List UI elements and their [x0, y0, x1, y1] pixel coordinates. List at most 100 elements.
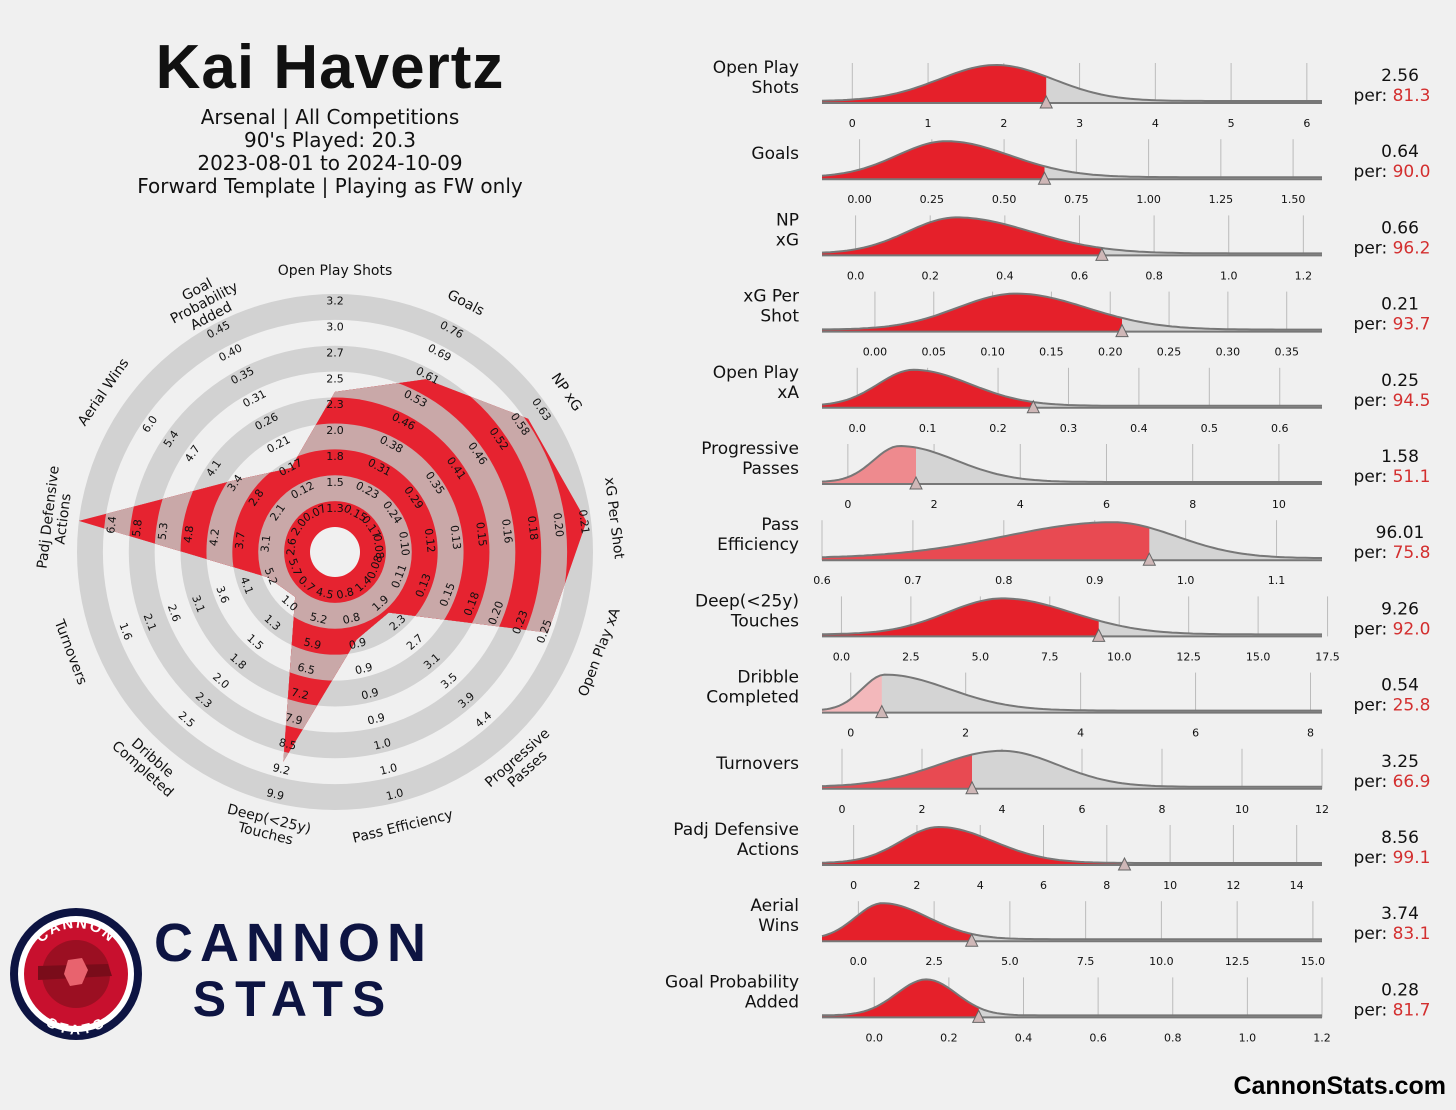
distribution-percentile: per: 94.5: [1354, 391, 1431, 411]
distribution-value: 3.74: [1381, 904, 1419, 924]
radar-tick-label: 2.3: [326, 398, 344, 411]
minutes-line: 90's Played: 20.3: [243, 128, 417, 152]
player-name: Kai Havertz: [155, 33, 505, 102]
percentile-prefix: per:: [1354, 848, 1393, 868]
distribution-metric-label-line: Pass: [761, 515, 799, 535]
percentile-prefix: per:: [1354, 772, 1393, 792]
radar-tick-label: 3.7: [233, 531, 248, 550]
radar-metric-label-line: Actions: [53, 493, 75, 546]
distribution-tick-label: 0: [847, 727, 854, 740]
distribution-tick-label: 2.5: [925, 955, 943, 968]
radar-metric-label: GoalProbabilityAdded: [161, 266, 248, 341]
percentile-value: 81.7: [1393, 1000, 1431, 1020]
distribution-tick-label: 8: [1189, 498, 1196, 511]
distribution-tick-label: 1.0: [1177, 574, 1195, 587]
radar-tick-label: 0.12: [422, 528, 438, 554]
distribution-value: 0.28: [1381, 980, 1419, 1000]
team-line: Arsenal | All Competitions: [200, 105, 460, 129]
distribution-row: 0.0 2.5 5.0 7.5 10.0 12.5 15.0 Aerial Wins 3.74pe…: [750, 896, 1430, 968]
distribution-tick-label: 12.5: [1176, 650, 1201, 663]
distribution-metric-label: Open Play Shots: [713, 58, 799, 98]
percentile-value: 92.0: [1393, 619, 1431, 639]
radar-tick-label: 2.6: [165, 603, 183, 624]
brand-line-2: STATS: [192, 971, 395, 1027]
distribution-metric-label-line: Touches: [730, 611, 799, 631]
radar-tick-label: 2.5: [326, 372, 344, 385]
distribution-value: 8.56: [1381, 828, 1419, 848]
distribution-tick-label: 12.5: [1225, 955, 1250, 968]
distribution-player-area: [822, 293, 1122, 332]
distribution-tick-label: 0: [844, 498, 851, 511]
radar-tick-label: 0.10: [396, 531, 412, 557]
radar-metric-label: xG Per Shot: [601, 476, 627, 560]
distribution-value: 9.26: [1381, 599, 1419, 619]
distribution-tick-label: 6: [1079, 803, 1086, 816]
distribution-curve: [821, 825, 1322, 864]
radar-tick-label: 3.1: [258, 534, 273, 553]
distribution-marker: [874, 704, 889, 719]
radar-tick-label: 7.2: [290, 686, 310, 703]
distribution-metric-label: Open Play xA: [713, 363, 800, 403]
distribution-tick-label: 10: [1235, 803, 1249, 816]
distribution-tick-label: 1.1: [1268, 574, 1286, 587]
distribution-metric-label: Goals: [751, 144, 799, 164]
distribution-tick-label: 2.5: [902, 650, 920, 663]
distribution-tick-label: 0.9: [1086, 574, 1104, 587]
distribution-tick-label: 12: [1226, 879, 1240, 892]
distribution-tick-label: 17.5: [1315, 650, 1340, 663]
distribution-metric-label-line: Wins: [758, 916, 799, 936]
distribution-player-area: [822, 979, 979, 1018]
distribution-tick-label: 0.4: [1130, 422, 1148, 435]
radar-metric-label-line: Open Play Shots: [278, 263, 393, 279]
radar-tick-label: 5.2: [309, 610, 329, 627]
distribution-row: 0.00 0.05 0.10 0.15 0.20 0.25 0.30 0.35 xG Per Sh…: [743, 287, 1430, 359]
percentile-value: 96.2: [1393, 238, 1431, 258]
distribution-value: 0.66: [1381, 218, 1419, 238]
distribution-tick-label: 0.2: [989, 422, 1007, 435]
distribution-curve: [821, 140, 1322, 179]
distribution-tick-label: 5: [1228, 117, 1235, 130]
distribution-tick-label: 2: [962, 727, 969, 740]
distribution-metric-label-line: xG Per: [743, 287, 799, 307]
brand-wordmark: CANNON STATS: [154, 915, 433, 1027]
distribution-tick-label: 5.0: [972, 650, 990, 663]
distribution-marker: [1095, 247, 1109, 261]
distribution-metric-label-line: Turnovers: [715, 754, 799, 774]
distribution-tick-label: 1.50: [1281, 193, 1306, 206]
percentile-value: 93.7: [1393, 315, 1431, 335]
distribution-player-area: [822, 903, 972, 942]
distribution-tick-label: 2: [1000, 117, 1007, 130]
percentile-value: 90.0: [1393, 162, 1431, 182]
distribution-curve: [821, 216, 1322, 255]
percentile-prefix: per:: [1354, 86, 1393, 106]
distribution-metric-label-line: Open Play: [713, 363, 799, 383]
distribution-tick-label: 15.0: [1246, 650, 1271, 663]
distribution-tick-label: 1.25: [1209, 193, 1234, 206]
distribution-tick-label: 0.00: [863, 346, 888, 359]
radar-tick-label: 2.0: [326, 424, 344, 437]
distribution-tick-label: 3: [1076, 117, 1083, 130]
distribution-value: 2.56: [1381, 66, 1419, 86]
distribution-tick-label: 0.3: [1060, 422, 1078, 435]
percentile-prefix: per:: [1354, 924, 1393, 944]
distribution-tick-label: 0.05: [922, 346, 947, 359]
radar-metric-label-line: Turnovers: [50, 617, 90, 687]
radar-tick-label: 1.8: [326, 450, 344, 463]
radar-metric-label: Padj DefensiveActions: [34, 465, 77, 571]
distribution-metric-label-line: Goal Probability: [665, 972, 799, 992]
distribution-curve: [822, 597, 1322, 636]
distribution-player-area: [822, 217, 1102, 256]
distribution-marker: [1091, 628, 1106, 642]
distribution-percentile: per: 51.1: [1354, 467, 1431, 487]
distribution-tick-label: 2: [931, 498, 938, 511]
distribution-percentile: per: 83.1: [1354, 924, 1431, 944]
distribution-tick-label: 0.6: [1271, 422, 1289, 435]
radar-tick-label: 1.0: [379, 761, 399, 778]
distribution-row: 0.6 0.7 0.8 0.9 1.0 1.1 Pass Efficiency 96.01per…: [717, 515, 1430, 587]
distribution-tick-label: 6: [1303, 117, 1310, 130]
chart-header: Kai Havertz Arsenal | All Competitions 9…: [80, 30, 580, 198]
radar-metric-label: Goals: [445, 287, 487, 319]
distribution-tick-label: 0.25: [920, 193, 945, 206]
